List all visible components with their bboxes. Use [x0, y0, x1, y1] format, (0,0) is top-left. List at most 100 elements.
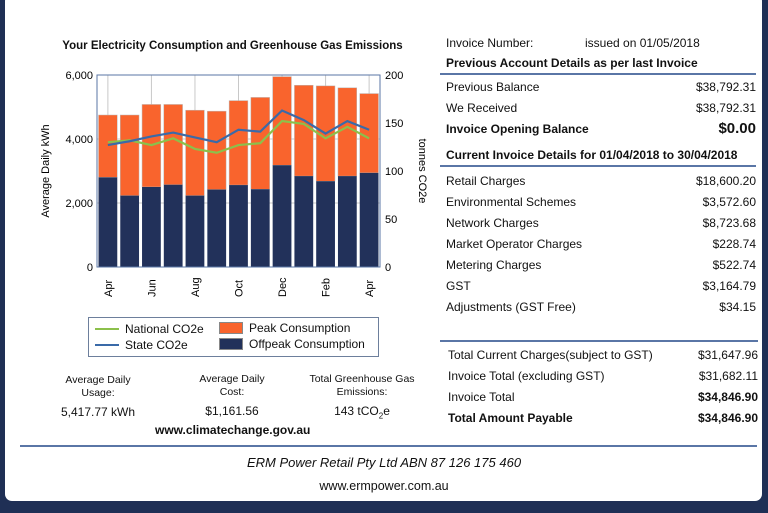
bar-offpeak — [250, 189, 270, 267]
bar-peak — [337, 87, 357, 177]
y-tick-label: 0 — [87, 262, 93, 274]
stat-emissions: Total Greenhouse Gas Emissions: 143 tCO2… — [292, 373, 432, 422]
row-label: Total Amount Payable — [448, 411, 573, 425]
bar-offpeak — [98, 177, 118, 267]
legend-peak: Peak Consumption — [219, 321, 350, 335]
chart-legend: National CO2e State CO2e Peak Consumptio… — [88, 317, 379, 357]
x-tick-label: Jun — [146, 279, 158, 297]
row-value: $38,792.31 — [695, 80, 756, 94]
row-charge: Retail Charges $18,600.20 — [446, 174, 756, 188]
y-tick-label: 4,000 — [65, 134, 93, 146]
x-tick-label: Dec — [277, 277, 289, 297]
legend-label: Offpeak Consumption — [249, 337, 365, 351]
stat-label: Cost: — [219, 386, 245, 398]
x-tick-label: Apr — [364, 280, 376, 297]
row-charge: Metering Charges $522.74 — [446, 258, 756, 272]
y2-axis-label: tonnes CO2e — [416, 139, 428, 204]
climatechange-link[interactable]: www.climatechange.gov.au — [155, 423, 311, 437]
legend-state: State CO2e — [95, 338, 188, 352]
national-line-swatch — [95, 328, 119, 330]
row-total: Total Amount Payable $34,846.90 — [448, 411, 758, 425]
bar-offpeak — [120, 195, 140, 267]
y2-tick-label: 50 — [385, 214, 397, 226]
company-abn: ERM Power Retail Pty Ltd ABN 87 126 175 … — [246, 455, 522, 470]
value-subscript: 2 — [378, 411, 384, 421]
row-value: $31,647.96 — [697, 348, 758, 362]
divider — [440, 73, 756, 75]
row-label: Invoice Total (excluding GST) — [448, 369, 605, 383]
row-value: $34,846.90 — [697, 411, 758, 425]
legend-national: National CO2e — [95, 322, 204, 336]
row-value: $3,164.79 — [702, 279, 756, 293]
divider — [440, 340, 758, 342]
bar-offpeak — [142, 187, 161, 267]
row-charge: Network Charges $8,723.68 — [446, 216, 756, 230]
divider — [440, 165, 756, 167]
stat-label: Usage: — [81, 387, 115, 399]
stat-label: Total Greenhouse Gas — [309, 373, 415, 385]
row-label: Total Current Charges(subject to GST) — [448, 348, 653, 362]
row-charge: GST $3,164.79 — [446, 279, 756, 293]
row-charge: Adjustments (GST Free) $34.15 — [446, 300, 756, 314]
x-tick-label: Oct — [234, 280, 246, 297]
value-text: e — [383, 404, 390, 418]
bar-peak — [163, 104, 183, 186]
state-line-swatch — [95, 344, 119, 346]
row-value: $31,682.11 — [698, 369, 758, 383]
stat-value: 143 tCO2e — [292, 405, 432, 422]
previous-account-header: Previous Account Details as per last Inv… — [446, 56, 698, 70]
row-label: Environmental Schemes — [446, 195, 577, 209]
row-label: We Received — [446, 101, 518, 115]
y-tick-label: 6,000 — [65, 70, 93, 82]
legend-offpeak: Offpeak Consumption — [219, 337, 365, 351]
bar-offpeak — [272, 165, 292, 267]
x-tick-label: Feb — [321, 278, 333, 297]
invoice-number-label: Invoice Number: — [446, 36, 534, 50]
row-total: Total Current Charges(subject to GST) $31… — [448, 348, 758, 362]
stat-usage: Average Daily Usage: 5,417.77 kWh — [33, 374, 163, 419]
row-label: Metering Charges — [446, 258, 542, 272]
stat-value: $1,161.56 — [205, 404, 259, 418]
stat-cost: Average Daily Cost: $1,161.56 — [167, 373, 297, 418]
bar-peak — [120, 114, 140, 196]
consumption-chart: 0 2,000 4,000 6,000 0 50 100 150 200 Apr Jun Aug Oct… — [40, 70, 428, 297]
row-value: $34,846.90 — [697, 390, 758, 404]
row-value: $0.00 — [718, 120, 756, 137]
row-charge: Market Operator Charges $228.74 — [446, 237, 756, 251]
bar-peak — [98, 114, 118, 178]
row-value: $38,792.31 — [695, 101, 756, 115]
bar-offpeak — [316, 181, 335, 267]
bar-offpeak — [337, 176, 357, 267]
row-value: $8,723.68 — [702, 216, 756, 230]
row-charge: Environmental Schemes $3,572.60 — [446, 195, 756, 209]
stat-label: Average Daily — [199, 373, 265, 385]
x-tick-label: Aug — [190, 277, 202, 297]
legend-label: State CO2e — [125, 338, 188, 352]
footer-divider — [20, 445, 757, 447]
y2-tick-label: 0 — [385, 262, 391, 274]
stat-label: Average Daily — [65, 374, 131, 386]
chart-title: Your Electricity Consumption and Greenho… — [62, 40, 403, 52]
row-label: Invoice Opening Balance — [446, 122, 589, 136]
row-value: $228.74 — [712, 237, 756, 251]
bar-offpeak — [163, 184, 183, 267]
row-value: $34.15 — [719, 300, 756, 314]
bar-offpeak — [229, 185, 248, 267]
row-label: Retail Charges — [446, 174, 526, 188]
row-total: Invoice Total (excluding GST) $31,682.11 — [448, 369, 758, 383]
legend-label: National CO2e — [125, 322, 204, 336]
row-value: $18,600.20 — [695, 174, 756, 188]
y-tick-label: 2,000 — [65, 198, 93, 210]
stat-label: Emissions: — [336, 386, 388, 398]
bar-offpeak — [185, 195, 205, 267]
row-label: GST — [446, 279, 471, 293]
bar-offpeak — [207, 189, 227, 267]
bar-peak — [185, 109, 205, 196]
row-label: Adjustments (GST Free) — [446, 300, 576, 314]
x-tick-label: Apr — [103, 280, 115, 297]
issued-date: issued on 01/05/2018 — [585, 36, 700, 50]
website-link[interactable]: www.ermpower.com.au — [319, 479, 449, 493]
y2-tick-label: 200 — [385, 70, 403, 82]
row-label: Market Operator Charges — [446, 237, 583, 251]
bar-peak — [359, 93, 379, 174]
